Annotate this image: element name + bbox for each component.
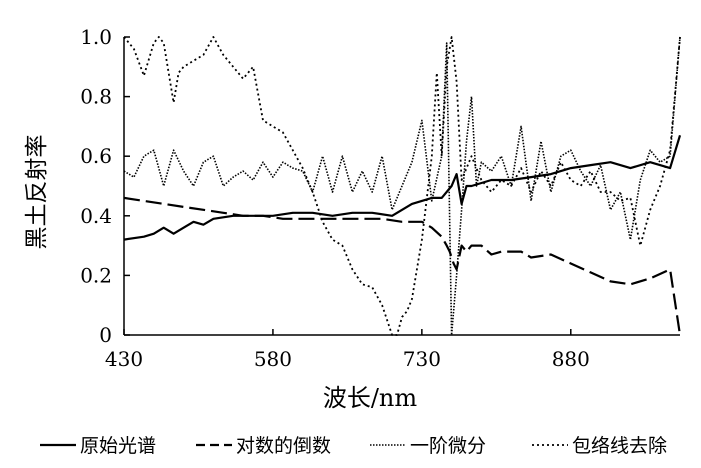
legend-label-1: 原始光谱: [80, 435, 156, 457]
x-axis-ticks: 430 580 730 880: [105, 329, 590, 371]
legend-label-2: 对数的倒数: [236, 435, 331, 457]
x-tick-label: 580: [254, 347, 292, 371]
legend-label-3: 一阶微分: [410, 435, 486, 457]
x-tick-label: 730: [403, 347, 441, 371]
x-tick-label: 430: [105, 347, 143, 371]
x-axis-label: 波长/nm: [323, 384, 418, 412]
y-tick-label: 0.4: [80, 204, 112, 228]
y-axis-ticks: 0 0.2 0.4 0.6 0.8 1.0: [80, 25, 130, 347]
series-line-2: [123, 196, 682, 336]
y-tick-label: 0.2: [80, 263, 112, 287]
series-line-1: [123, 134, 682, 241]
y-tick-label: 1.0: [80, 25, 112, 49]
y-tick-label: 0.8: [80, 85, 112, 109]
x-tick-label: 880: [552, 347, 590, 371]
y-axis-label: 黑土反射率: [24, 135, 50, 250]
series-line-4: [123, 36, 681, 336]
y-tick-label: 0.6: [80, 144, 112, 168]
legend: 原始光谱 对数的倒数 一阶微分 包络线去除: [40, 435, 667, 457]
legend-label-4: 包络线去除: [572, 435, 667, 457]
series-line-3: [123, 36, 681, 336]
series-lines: [123, 36, 682, 336]
y-tick-label: 0: [99, 323, 112, 347]
